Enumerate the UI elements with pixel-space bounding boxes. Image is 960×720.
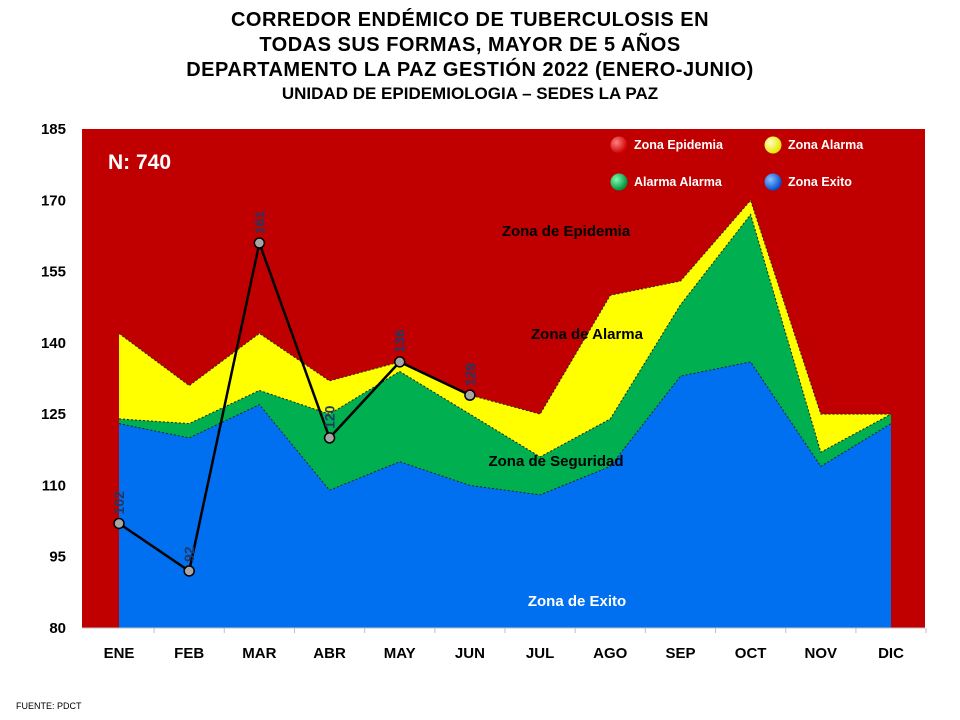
- axes: 80 95 110 125 140 155 170 185 ENE FEB MAR ABR MAY JUN…: [41, 121, 927, 662]
- observed-point: [183, 565, 195, 577]
- observed-point: [323, 432, 336, 444]
- y-tick-label: 185: [41, 121, 66, 138]
- observed-value-label: 102: [111, 491, 127, 515]
- legend-label: Zona Alarma: [788, 138, 864, 152]
- legend-bullet-icon: [610, 173, 628, 191]
- observed-series: 102 92 161 120 136 129: [111, 210, 478, 577]
- x-tick-label: MAR: [242, 645, 276, 662]
- x-tick-label: JUN: [455, 645, 485, 662]
- zone-boundary-zona-alarma: [118, 199, 891, 415]
- x-tick-label: FEB: [174, 645, 204, 662]
- zone-alarma-label: Zona de Alarma: [531, 326, 644, 343]
- zone-epidemia-label: Zona de Epidemia: [502, 223, 631, 240]
- x-tick-label: JUL: [526, 645, 554, 662]
- zone-boundary-zona-exito: [118, 361, 892, 496]
- y-tick-label: 95: [49, 549, 66, 566]
- zone-seguridad-label: Zona de Seguridad: [488, 453, 623, 470]
- observed-point: [464, 389, 476, 401]
- zone-annotations: N: 740 Zona de Epidemia Zona de Alarma Zona…: [108, 151, 644, 610]
- observed-point: [393, 356, 406, 368]
- endemic-corridor-chart: 80 95 110 125 140 155 170 185 ENE FEB MAR ABR MAY JUN…: [41, 121, 927, 662]
- zone-exito-label: Zona de Exito: [528, 593, 626, 610]
- observed-line: [118, 238, 471, 574]
- observed-point: [253, 237, 266, 249]
- x-tick-label: NOV: [805, 645, 838, 662]
- x-tick-label: SEP: [665, 645, 695, 662]
- x-tick-label: AGO: [593, 645, 628, 662]
- y-tick-label: 125: [41, 406, 66, 423]
- x-tick-label: ABR: [313, 645, 346, 662]
- legend-label: Zona Epidemia: [634, 138, 724, 152]
- x-tick-label: MAY: [384, 645, 416, 662]
- observed-value-label: 92: [181, 546, 197, 562]
- y-tick-label: 110: [42, 477, 66, 494]
- observed-value-label: 161: [251, 210, 267, 234]
- observed-value-label: 120: [322, 405, 338, 429]
- total-count-label: N: 740: [108, 151, 171, 174]
- zone-boundary-alarma-alarma: [118, 213, 892, 458]
- legend-bullet-icon: [610, 136, 628, 154]
- observed-value-label: 129: [462, 363, 478, 387]
- legend: Zona Epidemia Zona Alarma Alarma Alarma Zon…: [610, 136, 864, 191]
- chart-title-line-2: TODAS SUS FORMAS, MAYOR DE 5 AÑOS: [259, 34, 681, 56]
- observed-point: [113, 517, 125, 530]
- observed-value-label: 136: [392, 329, 408, 353]
- y-tick-label: 140: [41, 335, 66, 352]
- legend-label: Zona Exito: [788, 175, 852, 189]
- zone-area-zona-exito: [119, 361, 891, 628]
- legend-label: Alarma Alarma: [634, 175, 723, 189]
- legend-bullet-icon: [764, 136, 782, 154]
- x-tick-label: ENE: [104, 645, 135, 662]
- y-tick-label: 155: [41, 264, 66, 281]
- legend-bullet-icon: [764, 173, 782, 191]
- chart-title-line-1: CORREDOR ENDÉMICO DE TUBERCULOSIS EN: [230, 9, 710, 31]
- x-tick-label: DIC: [878, 645, 904, 662]
- y-tick-label: 170: [41, 192, 66, 209]
- chart-title-line-3: DEPARTAMENTO LA PAZ GESTIÓN 2022 (ENERO-…: [186, 59, 754, 81]
- chart-title-block: CORREDOR ENDÉMICO DE TUBERCULOSIS EN TOD…: [0, 8, 940, 105]
- zone-areas: [118, 199, 892, 629]
- chart-subtitle: UNIDAD DE EPIDEMIOLOGIA – SEDES LA PAZ: [281, 84, 659, 103]
- y-tick-label: 80: [49, 620, 66, 637]
- x-tick-label: OCT: [735, 645, 767, 662]
- source-footer: FUENTE: PDCT: [16, 701, 82, 711]
